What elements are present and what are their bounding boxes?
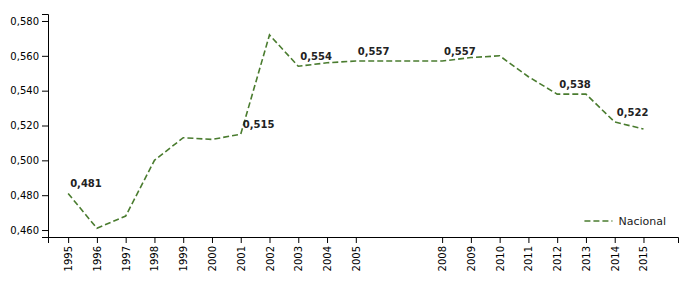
x-tick-label: 1996 [92, 246, 103, 271]
x-tick-label: 2011 [523, 246, 534, 271]
x-tick-label: 2001 [236, 246, 247, 271]
x-tick: 2014 [610, 237, 621, 271]
x-tick: 2015 [638, 237, 649, 271]
y-axis: 0,460 0,480 0,500 0,520 0,540 0,560 0,580 [10, 15, 48, 238]
x-tick: 1997 [121, 237, 132, 271]
annotations: 0,481 0,515 0,554 0,557 0,557 0,538 0,522 [70, 46, 648, 189]
y-tick-mark [42, 230, 48, 231]
y-tick-label: 0,460 [10, 225, 39, 236]
x-tick-label: 1999 [178, 246, 189, 271]
legend-item: Nacional [584, 215, 666, 228]
annotation: 0,554 [300, 51, 332, 62]
x-tick: 1999 [178, 237, 189, 271]
y-axis-line [42, 15, 49, 238]
x-tick: 1998 [149, 237, 160, 271]
x-tick-label: 2005 [351, 246, 362, 271]
x-tick: 2008 [437, 237, 448, 271]
y-tick: 0,540 [10, 85, 48, 96]
y-tick-mark [42, 126, 48, 127]
y-tick-label: 0,540 [10, 85, 39, 96]
x-tick-mark [615, 237, 616, 243]
x-tick-mark [154, 237, 155, 243]
x-tick-mark [643, 237, 644, 243]
annotation: 0,515 [243, 119, 275, 130]
x-tick-label: 1995 [63, 246, 74, 271]
x-tick: 2012 [552, 237, 563, 271]
y-tick: 0,560 [10, 51, 48, 62]
x-tick-mark [97, 237, 98, 243]
x-tick-label: 1998 [149, 246, 160, 271]
x-tick-label: 1997 [121, 246, 132, 271]
line [68, 35, 643, 228]
y-tick-mark [42, 195, 48, 196]
annotation: 0,557 [444, 46, 476, 57]
x-tick-label: 2008 [437, 246, 448, 271]
x-tick-mark [270, 237, 271, 243]
x-tick-label: 2010 [495, 246, 506, 271]
y-tick-mark [42, 160, 48, 161]
annotation: 0,557 [358, 46, 390, 57]
y-tick: 0,520 [10, 120, 48, 131]
marks [68, 35, 643, 228]
x-tick: 2009 [466, 237, 477, 271]
x-tick: 2013 [581, 237, 592, 271]
y-tick: 0,580 [10, 16, 48, 27]
x-tick-mark [471, 237, 472, 243]
y-tick-mark [42, 56, 48, 57]
x-tick-mark [68, 237, 69, 243]
x-tick-label: 2004 [322, 246, 333, 271]
x-tick-label: 2000 [207, 246, 218, 271]
legend-swatch [584, 220, 612, 222]
x-axis: 1995 1996 1997 1998 1999 2000 2001 2002 2003 2004… [49, 237, 679, 271]
x-tick-mark [528, 237, 529, 243]
x-tick-mark [126, 237, 127, 243]
y-tick-label: 0,580 [10, 16, 39, 27]
x-tick: 1996 [92, 237, 103, 271]
x-tick: 2011 [523, 237, 534, 271]
x-tick: 2002 [265, 237, 276, 271]
chart: 0,4600,4800,5000,5200,5400,5600,58019951… [0, 0, 694, 281]
legend: Nacional [584, 215, 666, 228]
x-tick: 2001 [236, 237, 247, 271]
x-tick-label: 2014 [610, 246, 621, 271]
y-tick: 0,460 [10, 225, 48, 236]
y-tick-label: 0,480 [10, 190, 39, 201]
x-tick-mark [212, 237, 213, 243]
legend-label: Nacional [618, 215, 666, 228]
x-tick-mark [557, 237, 558, 243]
x-tick-label: 2003 [293, 246, 304, 271]
annotation: 0,538 [559, 79, 591, 90]
x-tick: 2005 [351, 237, 362, 271]
x-tick-mark [586, 237, 587, 243]
y-tick-mark [42, 21, 48, 22]
plot: 0,4600,4800,5000,5200,5400,5600,58019951… [10, 15, 678, 272]
x-tick: 2010 [495, 237, 506, 271]
x-tick: 1995 [63, 237, 74, 271]
x-tick-mark [241, 237, 242, 243]
x-tick-mark [327, 237, 328, 243]
x-tick: 2003 [293, 237, 304, 271]
y-tick: 0,480 [10, 190, 48, 201]
x-tick-mark [442, 237, 443, 243]
x-tick: 2004 [322, 237, 333, 271]
x-tick-mark [298, 237, 299, 243]
x-tick: 2000 [207, 237, 218, 271]
x-tick-label: 2009 [466, 246, 477, 271]
x-tick-label: 2013 [581, 246, 592, 271]
x-tick-label: 2012 [552, 246, 563, 271]
x-tick-label: 2002 [265, 246, 276, 271]
y-tick-label: 0,500 [10, 155, 39, 166]
x-tick-mark [356, 237, 357, 243]
y-tick-label: 0,560 [10, 51, 39, 62]
y-tick-label: 0,520 [10, 120, 39, 131]
y-tick-mark [42, 91, 48, 92]
annotation: 0,522 [617, 107, 649, 118]
x-tick-mark [183, 237, 184, 243]
y-tick: 0,500 [10, 155, 48, 166]
x-tick-mark [500, 237, 501, 243]
annotation: 0,481 [70, 178, 102, 189]
x-axis-line [49, 238, 679, 244]
x-tick-label: 2015 [638, 246, 649, 271]
